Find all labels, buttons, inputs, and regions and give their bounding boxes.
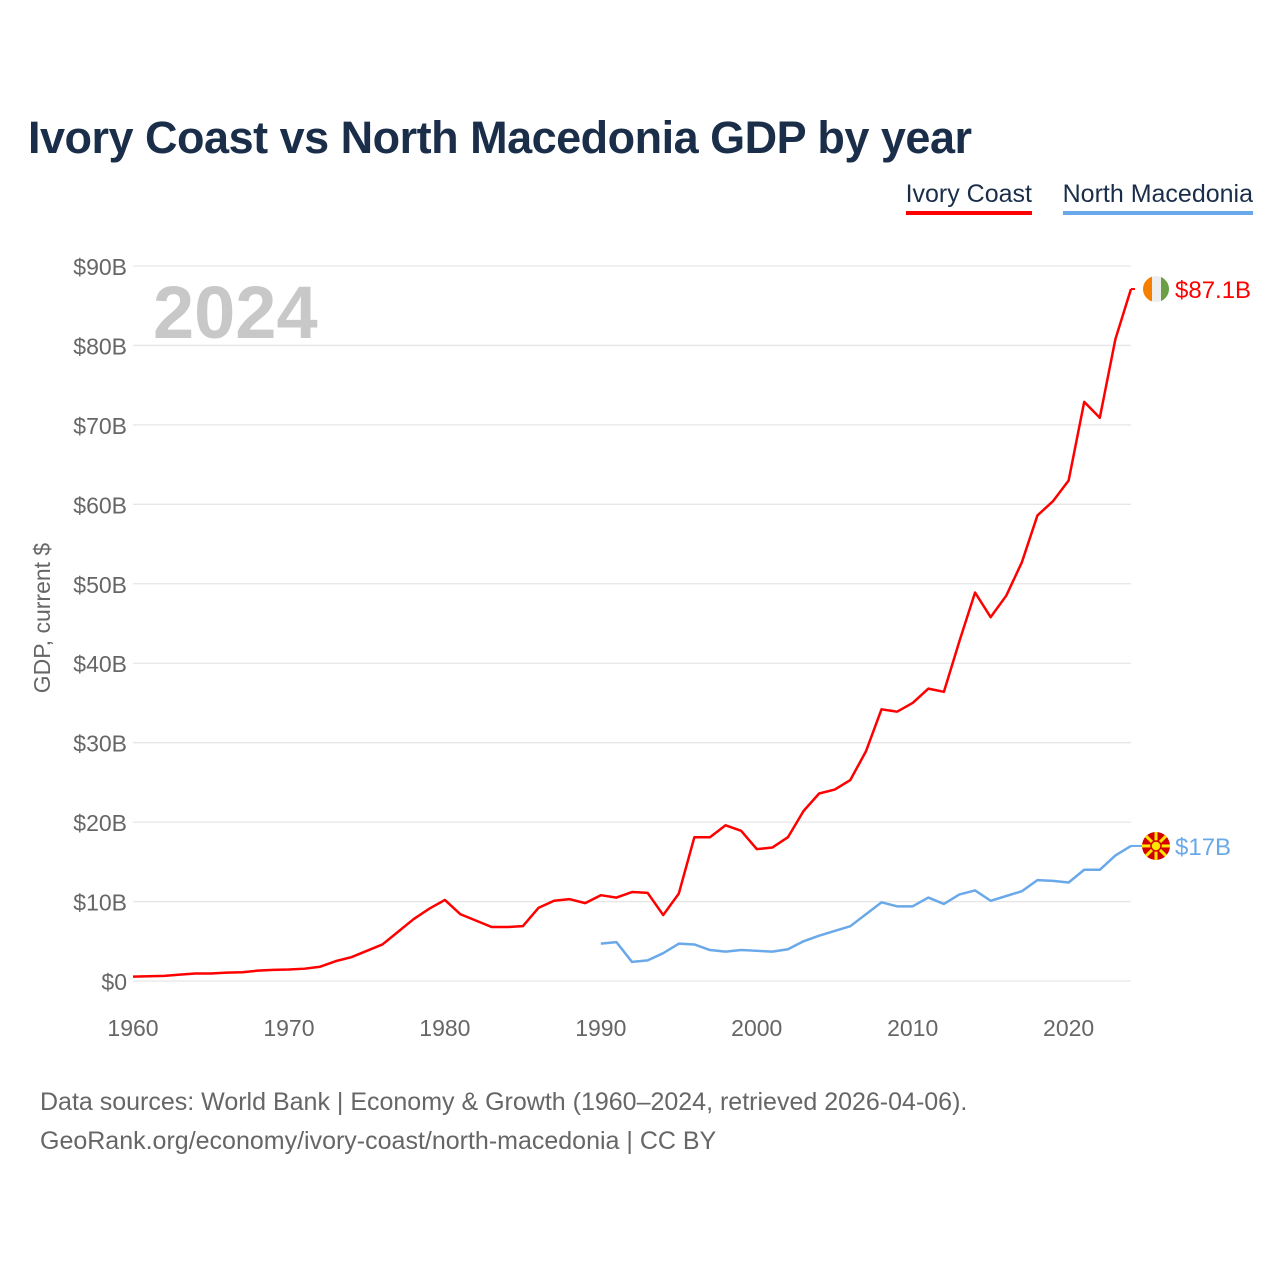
legend-ivory-coast[interactable]: Ivory Coast xyxy=(905,180,1032,215)
y-axis-label: GDP, current $ xyxy=(29,543,55,694)
legend-north-macedonia[interactable]: North Macedonia xyxy=(1062,180,1253,215)
source-url[interactable]: GeoRank.org/economy/ivory-coast/north-ma… xyxy=(40,1127,717,1155)
year-watermark: 2024 xyxy=(153,271,318,354)
flag-ivory-coast-icon xyxy=(1152,276,1161,303)
y-tick-label: $30B xyxy=(73,731,127,757)
flag-mask xyxy=(1135,268,1177,311)
source-line: Data sources: World Bank | Economy & Gro… xyxy=(40,1088,968,1116)
y-tick-label: $50B xyxy=(73,572,127,598)
x-tick-label: 2020 xyxy=(1043,1015,1094,1041)
x-tick-label: 1960 xyxy=(107,1015,158,1041)
series-line-ivory-coast xyxy=(132,288,1133,978)
y-tick-label: $10B xyxy=(73,890,127,916)
end-value-label: $17B xyxy=(1175,834,1231,861)
y-tick-label: $40B xyxy=(73,651,127,677)
y-tick-label: $90B xyxy=(73,254,127,280)
x-tick-label: 1990 xyxy=(575,1015,626,1041)
x-tick-label: 2010 xyxy=(887,1015,938,1041)
y-tick-label: $80B xyxy=(73,333,127,359)
y-tick-label: $20B xyxy=(73,810,127,836)
end-value-label: $87.1B xyxy=(1175,277,1251,304)
flag-ivory-coast-icon xyxy=(1143,276,1152,303)
flag-ivory-coast-icon xyxy=(1161,276,1169,303)
flag-sun xyxy=(1150,840,1162,852)
y-tick-label: $60B xyxy=(73,492,127,518)
series-line-north-macedonia xyxy=(600,844,1132,964)
chart-title: Ivory Coast vs North Macedonia GDP by ye… xyxy=(28,112,972,163)
y-tick-label: $70B xyxy=(73,413,127,439)
x-tick-label: 2000 xyxy=(731,1015,782,1041)
source-note: Data sources: World Bank | Economy & Gro… xyxy=(40,1083,967,1161)
y-tick-label: $0 xyxy=(101,969,127,995)
x-tick-label: 1970 xyxy=(263,1015,314,1041)
x-tick-label: 1980 xyxy=(419,1015,470,1041)
